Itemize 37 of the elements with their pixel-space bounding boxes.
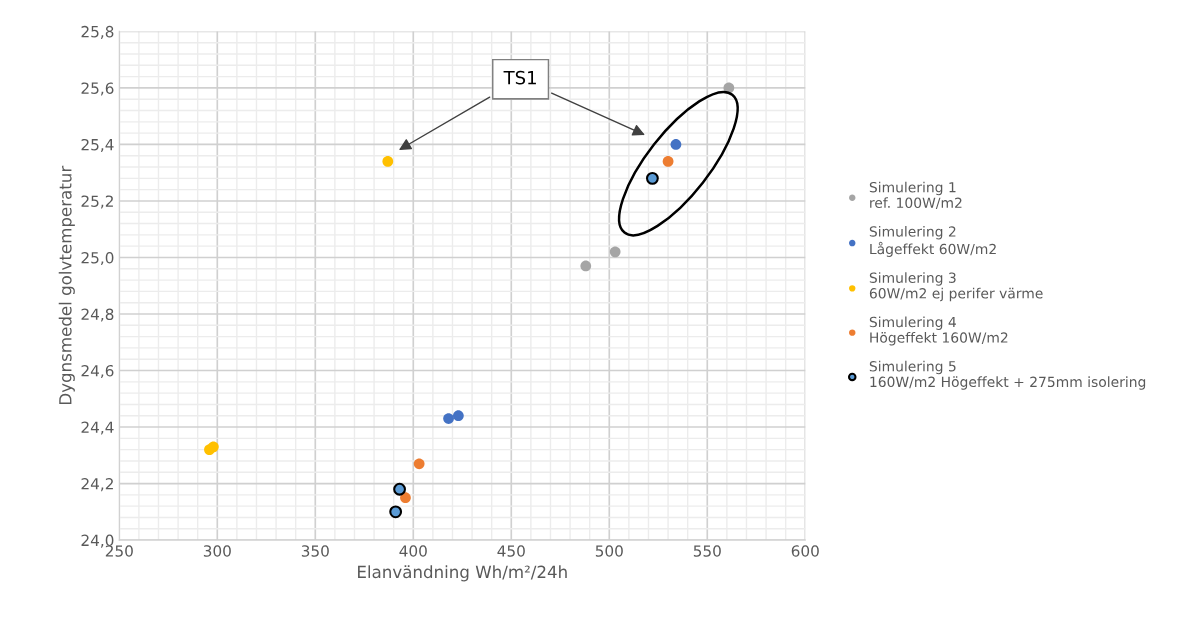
y-axis-title: Dygnsmedel golvtemperatur <box>58 165 75 405</box>
point <box>670 139 682 150</box>
y-tick-label: 25,2 <box>81 195 113 209</box>
point <box>400 492 411 504</box>
y-tick-label: 25,8 <box>81 25 114 39</box>
x-tick-label: 350 <box>301 545 329 557</box>
legend-label: Simulering 5 160W/m2 Högeffekt + 275mm isolering <box>869 360 1146 390</box>
y-tick-label: 25,6 <box>81 82 114 96</box>
point <box>609 246 621 258</box>
x-tick-label: 450 <box>497 545 525 557</box>
point <box>389 505 403 519</box>
x-axis-title: Elanvändning Wh/m²/24h <box>358 565 567 582</box>
point <box>452 410 464 422</box>
point <box>580 260 592 272</box>
point <box>662 156 674 167</box>
y-tick-label: 25,0 <box>81 251 114 266</box>
x-tick-label: 550 <box>693 545 721 557</box>
legend-label: Simulering 4 Högeffekt 160W/m2 <box>869 316 1008 346</box>
y-tick-label: 24,4 <box>81 421 114 435</box>
x-tick-label: 500 <box>595 545 623 557</box>
y-tick-label: 24,2 <box>81 478 113 492</box>
annotation: TS1 <box>503 70 536 85</box>
y-tick-label: 24,6 <box>81 364 114 379</box>
x-tick-label: 400 <box>399 545 427 557</box>
y-tick-label: 24,8 <box>81 308 114 322</box>
legend-label: Simulering 1 ref. 100W/m2 <box>869 181 962 210</box>
y-tick-label: 25,4 <box>81 138 114 153</box>
legend-label: Simulering 3 60W/m2 ej perifer värme <box>869 272 1043 302</box>
x-tick-label: 600 <box>791 545 819 557</box>
point <box>382 156 394 167</box>
x-tick-label: 300 <box>203 545 231 557</box>
point <box>645 171 659 185</box>
point <box>208 441 219 453</box>
point <box>413 458 425 470</box>
point <box>443 413 454 424</box>
legend-label: Simulering 2 Lågeffekt 60W/m2 <box>869 225 996 257</box>
point <box>393 482 406 496</box>
